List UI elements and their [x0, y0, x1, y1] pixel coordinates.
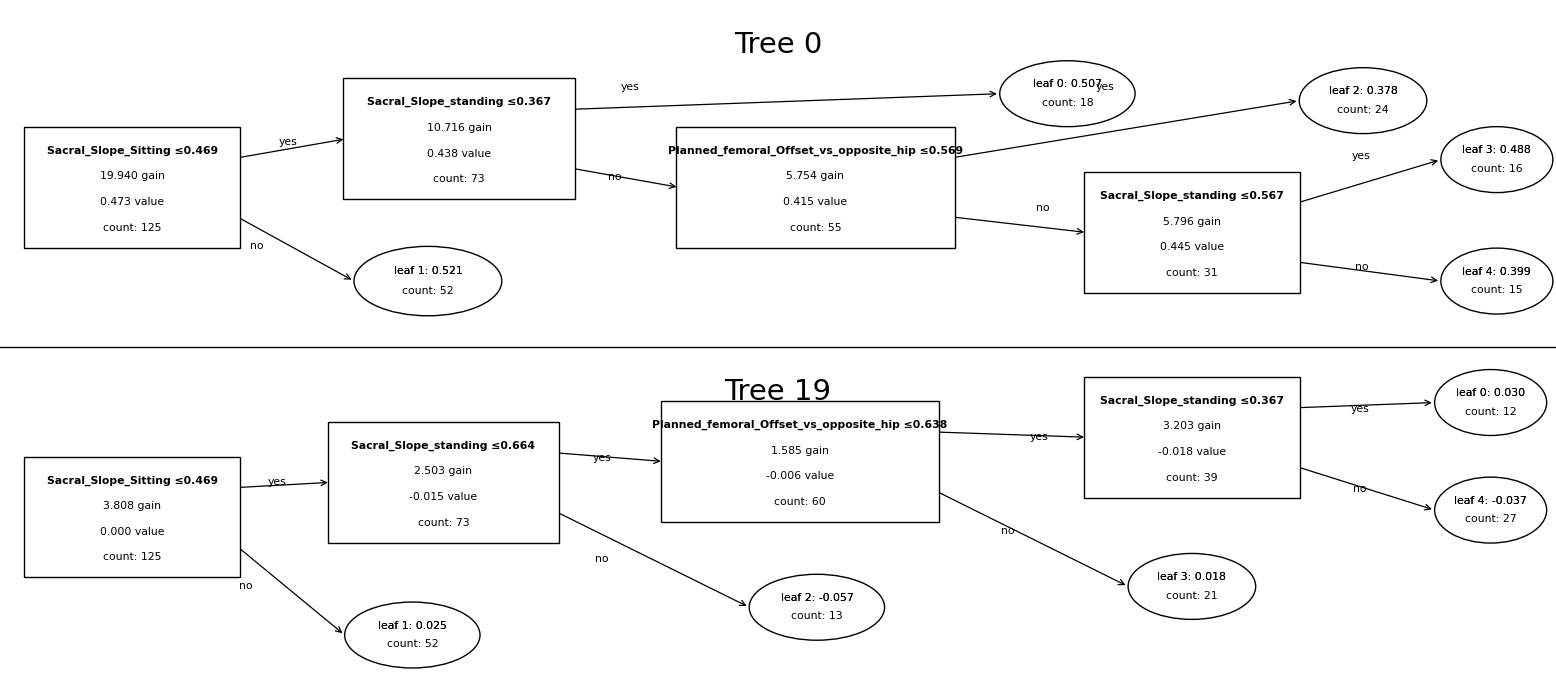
Text: no: no — [1355, 262, 1368, 272]
FancyBboxPatch shape — [25, 127, 241, 248]
Text: count: 52: count: 52 — [401, 286, 454, 296]
Text: count: 21: count: 21 — [1165, 591, 1218, 601]
Text: 5.754 gain: 5.754 gain — [786, 171, 845, 181]
Text: Sacral_Slope_standing ≤0.567: Sacral_Slope_standing ≤0.567 — [1100, 191, 1284, 201]
FancyBboxPatch shape — [675, 127, 954, 248]
Text: no: no — [240, 582, 252, 591]
Text: yes: yes — [593, 453, 612, 463]
Text: -0.018 value: -0.018 value — [1158, 447, 1226, 457]
Text: no: no — [608, 172, 621, 182]
Text: yes: yes — [279, 137, 297, 147]
Text: Sacral_Slope_standing ≤0.664: Sacral_Slope_standing ≤0.664 — [352, 441, 535, 451]
Ellipse shape — [1299, 68, 1427, 134]
Text: count: 73: count: 73 — [417, 518, 470, 527]
Ellipse shape — [1441, 248, 1553, 314]
FancyBboxPatch shape — [1083, 172, 1299, 293]
Text: leaf 3: 0.018: leaf 3: 0.018 — [1158, 572, 1226, 582]
Text: leaf 3: 0.488: leaf 3: 0.488 — [1463, 145, 1531, 155]
Text: count: 52: count: 52 — [386, 639, 439, 650]
Text: count: 39: count: 39 — [1165, 473, 1218, 482]
Text: leaf 2: -0.057: leaf 2: -0.057 — [781, 593, 853, 603]
Text: 19.940 gain: 19.940 gain — [100, 171, 165, 181]
Ellipse shape — [750, 575, 884, 640]
Text: yes: yes — [621, 82, 640, 92]
Text: leaf 0: 0.030: leaf 0: 0.030 — [1456, 388, 1525, 398]
Ellipse shape — [1001, 61, 1136, 127]
Text: leaf 2: 0.378: leaf 2: 0.378 — [1329, 86, 1397, 96]
Text: 3.808 gain: 3.808 gain — [103, 501, 162, 511]
Text: leaf 1: 0.025: leaf 1: 0.025 — [378, 620, 447, 631]
Text: Tree 19: Tree 19 — [725, 378, 831, 406]
Text: count: 15: count: 15 — [1470, 285, 1523, 296]
Text: leaf 3: 0.488: leaf 3: 0.488 — [1463, 145, 1531, 155]
Text: 0.438 value: 0.438 value — [426, 149, 492, 158]
FancyBboxPatch shape — [660, 401, 938, 522]
Text: leaf 0: 0.507: leaf 0: 0.507 — [1033, 79, 1102, 90]
Text: leaf 4: 0.399: leaf 4: 0.399 — [1463, 266, 1531, 277]
Text: 0.415 value: 0.415 value — [783, 197, 848, 207]
Text: leaf 4: 0.399: leaf 4: 0.399 — [1463, 266, 1531, 277]
Text: yes: yes — [268, 477, 286, 487]
FancyBboxPatch shape — [1083, 377, 1299, 498]
Text: count: 18: count: 18 — [1041, 98, 1094, 108]
Text: no: no — [1354, 484, 1366, 494]
FancyBboxPatch shape — [25, 457, 241, 577]
Text: Sacral_Slope_Sitting ≤0.469: Sacral_Slope_Sitting ≤0.469 — [47, 475, 218, 486]
Text: Sacral_Slope_standing ≤0.367: Sacral_Slope_standing ≤0.367 — [1100, 396, 1284, 406]
FancyBboxPatch shape — [342, 78, 574, 199]
Text: yes: yes — [1351, 405, 1369, 414]
Text: no: no — [1036, 203, 1049, 213]
Text: count: 125: count: 125 — [103, 223, 162, 232]
Ellipse shape — [345, 602, 479, 668]
Text: no: no — [596, 554, 608, 564]
Text: Sacral_Slope_Sitting ≤0.469: Sacral_Slope_Sitting ≤0.469 — [47, 146, 218, 156]
Text: Sacral_Slope_standing ≤0.367: Sacral_Slope_standing ≤0.367 — [367, 97, 551, 108]
Ellipse shape — [1441, 126, 1553, 193]
Text: leaf 4: -0.037: leaf 4: -0.037 — [1455, 496, 1526, 506]
Text: leaf 0: 0.507: leaf 0: 0.507 — [1033, 79, 1102, 90]
Text: Planned_femoral_Offset_vs_opposite_hip ≤0.638: Planned_femoral_Offset_vs_opposite_hip ≤… — [652, 420, 948, 430]
Text: count: 60: count: 60 — [773, 497, 826, 507]
Text: no: no — [251, 242, 263, 251]
Text: leaf 2: 0.378: leaf 2: 0.378 — [1329, 86, 1397, 96]
Text: count: 27: count: 27 — [1464, 514, 1517, 525]
Ellipse shape — [1435, 477, 1547, 543]
FancyBboxPatch shape — [327, 422, 559, 543]
Text: leaf 1: 0.521: leaf 1: 0.521 — [394, 266, 462, 276]
Text: leaf 2: -0.057: leaf 2: -0.057 — [781, 593, 853, 603]
Text: count: 24: count: 24 — [1337, 105, 1390, 115]
Text: count: 13: count: 13 — [790, 611, 843, 622]
Ellipse shape — [1435, 370, 1547, 436]
Text: count: 12: count: 12 — [1464, 407, 1517, 417]
Text: no: no — [1002, 526, 1015, 536]
Text: Planned_femoral_Offset_vs_opposite_hip ≤0.569: Planned_femoral_Offset_vs_opposite_hip ≤… — [668, 146, 963, 156]
Text: 5.796 gain: 5.796 gain — [1162, 217, 1221, 226]
Text: 3.203 gain: 3.203 gain — [1162, 421, 1221, 431]
Text: leaf 1: 0.025: leaf 1: 0.025 — [378, 620, 447, 631]
Text: yes: yes — [1030, 432, 1049, 442]
Text: count: 125: count: 125 — [103, 552, 162, 562]
Text: leaf 1: 0.521: leaf 1: 0.521 — [394, 266, 462, 276]
Text: -0.015 value: -0.015 value — [409, 492, 478, 502]
Text: count: 73: count: 73 — [433, 174, 485, 184]
Ellipse shape — [1128, 554, 1256, 620]
Text: 0.473 value: 0.473 value — [100, 197, 165, 207]
Text: count: 31: count: 31 — [1165, 268, 1218, 278]
Text: 0.445 value: 0.445 value — [1159, 242, 1225, 252]
Text: 10.716 gain: 10.716 gain — [426, 123, 492, 133]
Text: leaf 4: -0.037: leaf 4: -0.037 — [1455, 496, 1526, 506]
Text: Tree 0: Tree 0 — [734, 31, 822, 59]
Text: -0.006 value: -0.006 value — [766, 471, 834, 481]
Text: 1.585 gain: 1.585 gain — [770, 446, 829, 455]
Text: yes: yes — [1095, 82, 1114, 92]
Text: leaf 3: 0.018: leaf 3: 0.018 — [1158, 572, 1226, 582]
Ellipse shape — [353, 246, 501, 316]
Text: 0.000 value: 0.000 value — [100, 527, 165, 536]
Text: count: 55: count: 55 — [789, 223, 842, 232]
Text: leaf 0: 0.030: leaf 0: 0.030 — [1456, 388, 1525, 398]
Text: count: 16: count: 16 — [1470, 164, 1523, 174]
Text: 2.503 gain: 2.503 gain — [414, 466, 473, 476]
Text: yes: yes — [1352, 151, 1371, 161]
